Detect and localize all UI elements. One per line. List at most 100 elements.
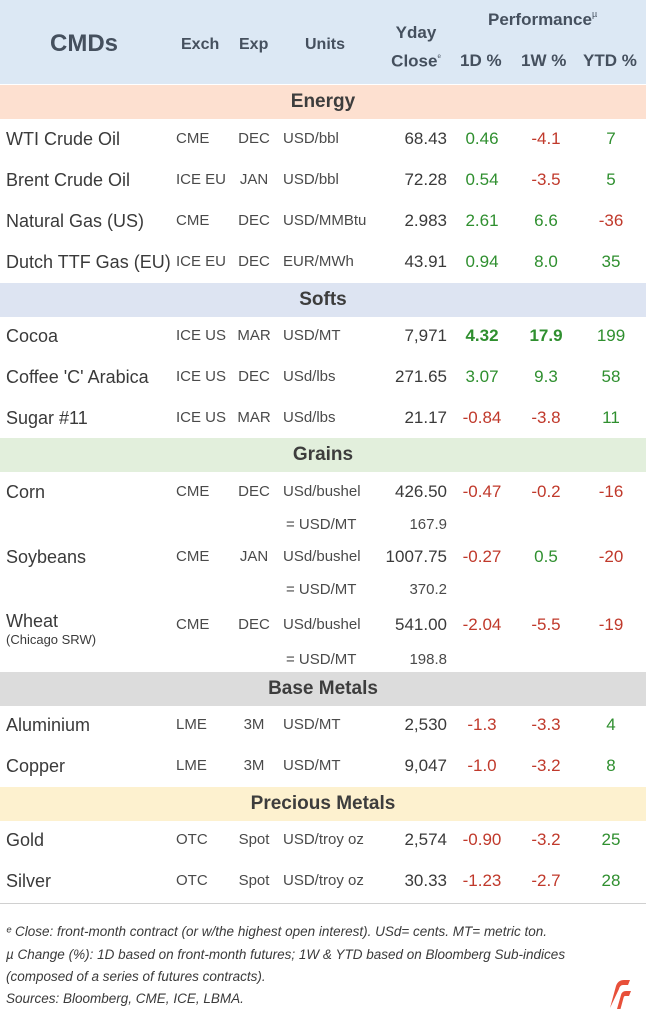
col-header-performance: Performanceµ <box>488 9 598 30</box>
expiry: DEC <box>238 483 270 500</box>
row-sugar: Sugar #11 ICE US MAR USd/lbs 21.17 -0.84… <box>0 398 646 438</box>
commodity-name: Gold <box>6 830 45 850</box>
yday-close: 30.33 <box>404 871 447 890</box>
commodity-name: Cocoa <box>6 326 59 346</box>
change-1w: -0.2 <box>531 482 561 501</box>
footnote-close: ᵉ Close: front-month contract (or w/the … <box>6 924 547 939</box>
commodity-name: Aluminium <box>6 715 91 735</box>
commodity-name: Coffee 'C' Arabica <box>6 367 149 387</box>
section-precious-metals: Precious Metals <box>0 787 646 821</box>
row-wheat: Wheat (Chicago SRW) CME DEC USd/bushel 5… <box>0 605 646 647</box>
expiry: MAR <box>237 327 271 344</box>
change-1d: -2.04 <box>462 615 502 634</box>
row-soybeans-conversion: = USD/MT 370.2 <box>0 577 646 603</box>
expiry: DEC <box>238 616 270 633</box>
col-header-yday-close: Yday Closeᵉ <box>384 20 448 74</box>
performance-label: Performance <box>488 10 592 29</box>
performance-footnote-mark: µ <box>591 9 598 19</box>
col-header-units: Units <box>305 36 345 53</box>
change-ytd: -36 <box>598 211 624 230</box>
change-ytd: -19 <box>598 615 624 634</box>
change-1w: -2.7 <box>531 871 561 890</box>
change-1w: -3.5 <box>531 170 561 189</box>
exchange: LME <box>176 716 207 733</box>
yday-close: 541.00 <box>395 615 447 634</box>
change-ytd: 199 <box>596 326 626 345</box>
yday-footnote-mark: ᵉ <box>437 52 441 62</box>
yday-close: 43.91 <box>404 252 447 271</box>
expiry: Spot <box>238 872 270 889</box>
expiry: 3M <box>243 716 265 733</box>
expiry: DEC <box>238 368 270 385</box>
yday-close: 2.983 <box>404 211 447 230</box>
row-aluminium: Aluminium LME 3M USD/MT 2,530 -1.3 -3.3 … <box>0 705 646 745</box>
row-soybeans: Soybeans CME JAN USd/bushel 1007.75 -0.2… <box>0 537 646 577</box>
commodity-name: Wheat <box>6 611 59 631</box>
footnote-change: µ Change (%): 1D based on front-month fu… <box>6 947 566 962</box>
converted-close: 370.2 <box>409 581 447 598</box>
units: USD/bbl <box>283 130 339 147</box>
change-1w: 17.9 <box>529 326 563 345</box>
change-ytd: 5 <box>606 170 616 189</box>
row-ttf: Dutch TTF Gas (EU) ICE EU DEC EUR/MWh 43… <box>0 242 646 282</box>
commodity-name: Natural Gas (US) <box>6 211 145 231</box>
units: EUR/MWh <box>283 253 354 270</box>
expiry: Spot <box>238 831 270 848</box>
change-ytd: 58 <box>601 367 621 386</box>
change-ytd: 11 <box>602 408 620 427</box>
expiry: MAR <box>237 409 271 426</box>
yday-line1: Yday <box>395 23 437 42</box>
row-natgas: Natural Gas (US) CME DEC USD/MMBtu 2.983… <box>0 201 646 241</box>
units: USD/MT <box>283 716 341 733</box>
row-silver: Silver OTC Spot USD/troy oz 30.33 -1.23 … <box>0 861 646 901</box>
exchange: OTC <box>176 831 208 848</box>
commodity-name: Soybeans <box>6 547 87 567</box>
units: USd/bushel <box>283 548 361 565</box>
footer-divider <box>0 903 646 904</box>
yday-close: 2,530 <box>404 715 447 734</box>
change-ytd: 4 <box>606 715 616 734</box>
change-1w: 6.6 <box>534 211 558 230</box>
units: USD/troy oz <box>283 872 364 889</box>
change-1d: 4.32 <box>465 326 499 345</box>
change-1d: 2.61 <box>465 211 499 230</box>
change-1d: -1.23 <box>462 871 502 890</box>
change-1w: 0.5 <box>534 547 558 566</box>
yday-close: 9,047 <box>404 756 447 775</box>
change-ytd: 28 <box>601 871 621 890</box>
row-corn: Corn CME DEC USd/bushel 426.50 -0.47 -0.… <box>0 472 646 512</box>
yday-close: 271.65 <box>395 367 447 386</box>
yday-close: 2,574 <box>404 830 447 849</box>
change-ytd: 8 <box>606 756 616 775</box>
commodity-name: Corn <box>6 482 46 502</box>
change-1d: -0.84 <box>462 408 502 427</box>
section-grains: Grains <box>0 438 646 472</box>
change-1d: 0.54 <box>465 170 499 189</box>
yday-close-label: Close <box>391 51 438 71</box>
exchange: ICE US <box>176 368 227 385</box>
col-header-1d: 1D % <box>460 51 502 70</box>
exchange: ICE US <box>176 409 227 426</box>
expiry: JAN <box>239 171 269 188</box>
col-header-exp: Exp <box>239 36 269 53</box>
converted-close: 198.8 <box>409 651 447 668</box>
table-header: CMDs Exch Exp Units Yday Closeᵉ Performa… <box>0 0 646 84</box>
converted-units: = USD/MT <box>286 651 357 668</box>
change-1w: -4.1 <box>531 129 561 148</box>
change-1w: -5.5 <box>531 615 561 634</box>
change-ytd: 35 <box>601 252 621 271</box>
change-1d: -0.90 <box>462 830 502 849</box>
change-1d: -0.27 <box>462 547 502 566</box>
change-1d: 3.07 <box>465 367 499 386</box>
commodity-name: Brent Crude Oil <box>6 170 131 190</box>
change-1d: 0.46 <box>465 129 499 148</box>
footnote-sources: Sources: Bloomberg, CME, ICE, LBMA. <box>6 991 244 1006</box>
yday-close: 426.50 <box>395 482 447 501</box>
yday-close: 21.17 <box>404 408 447 427</box>
row-wti: WTI Crude Oil CME DEC USD/bbl 68.43 0.46… <box>0 119 646 159</box>
yday-close: 1007.75 <box>385 547 447 566</box>
change-1d: 0.94 <box>465 252 499 271</box>
commodity-name: Sugar #11 <box>6 408 88 428</box>
yday-close: 72.28 <box>404 170 447 189</box>
